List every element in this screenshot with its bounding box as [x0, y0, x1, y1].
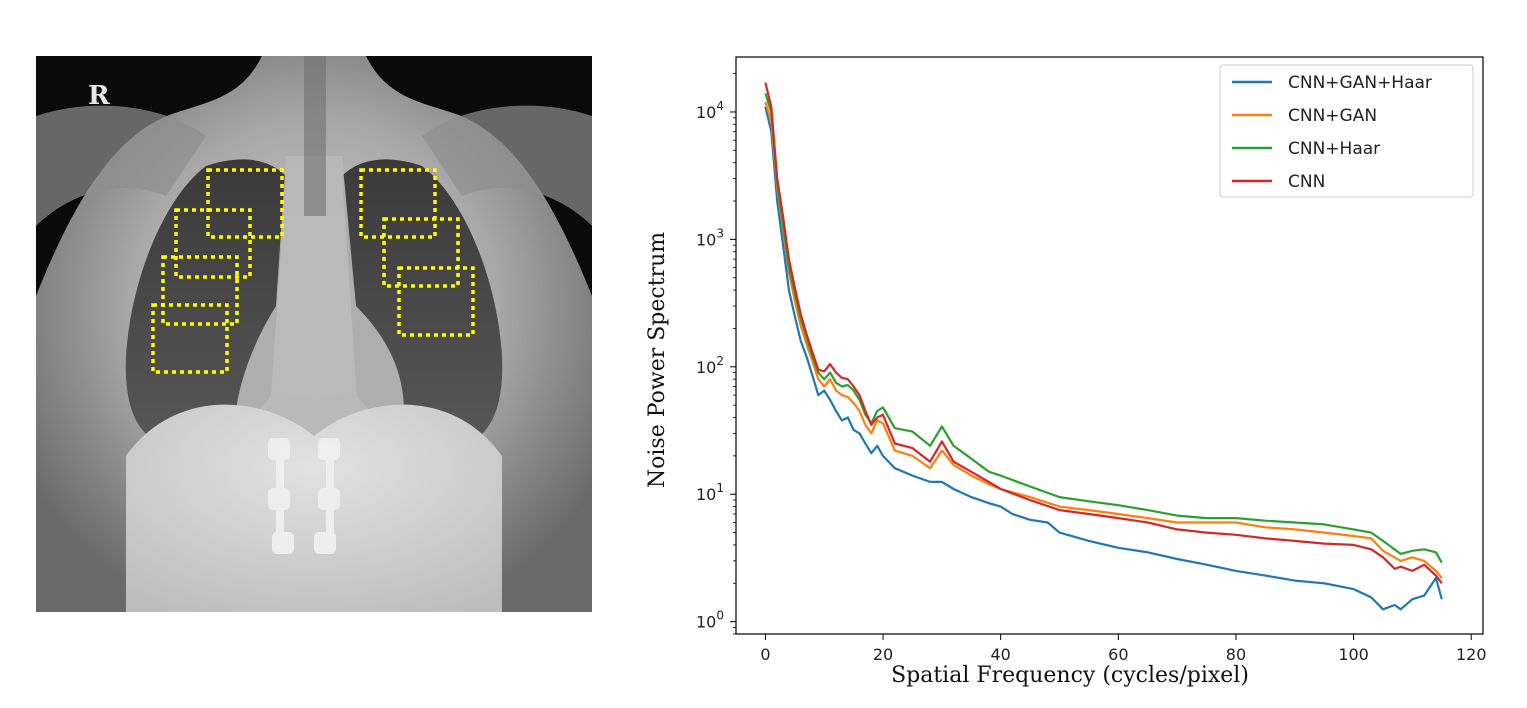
x-tick-label: 0 — [760, 645, 770, 664]
x-axis-title: Spatial Frequency (cycles/pixel) — [891, 663, 1249, 688]
nps-chart: 0 20 40 60 80 100 120 100 101 102 103 104 Spatial … — [645, 56, 1487, 688]
series-line-cnn — [764, 82, 1443, 584]
x-tick-label: 120 — [1456, 645, 1487, 664]
y-tick-label: 100 — [696, 609, 724, 632]
y-tick-label: 101 — [696, 481, 724, 504]
roi-box — [397, 266, 475, 337]
y-axis-title: Noise Power Spectrum — [645, 232, 670, 488]
roi-box — [174, 208, 252, 279]
roi-boxes — [151, 168, 475, 374]
legend: CNN+GAN+Haar CNN+GAN CNN+Haar CNN — [1219, 64, 1474, 198]
y-axis-ticks: 100 101 102 103 104 — [696, 73, 736, 635]
roi-box — [206, 168, 284, 239]
xray-marker-r: R — [88, 81, 110, 111]
legend-box — [1219, 64, 1474, 198]
roi-box — [161, 255, 239, 326]
x-axis-ticks: 0 20 40 60 80 100 120 — [760, 634, 1487, 664]
roi-box — [359, 168, 437, 239]
series-lines — [764, 82, 1443, 611]
roi-box — [151, 303, 229, 374]
y-tick-label: 104 — [696, 99, 724, 122]
chest-xray-image: R — [36, 56, 592, 612]
series-line-cnn-haar — [764, 92, 1443, 564]
plot-frame — [735, 56, 1484, 635]
series-line-cnn-gan — [764, 101, 1443, 579]
series-line-cnn-gan-haar — [764, 106, 1443, 611]
x-tick-label: 80 — [1226, 645, 1246, 664]
legend-label: CNN+Haar — [1288, 139, 1380, 159]
legend-label: CNN+GAN — [1288, 106, 1377, 126]
x-tick-label: 20 — [873, 645, 893, 664]
legend-label: CNN — [1288, 172, 1325, 192]
x-tick-label: 100 — [1338, 645, 1369, 664]
roi-box — [382, 217, 460, 288]
y-tick-label: 102 — [696, 354, 724, 377]
x-tick-label: 40 — [991, 645, 1011, 664]
y-tick-label: 103 — [696, 226, 724, 249]
x-tick-label: 60 — [1108, 645, 1128, 664]
legend-label: CNN+GAN+Haar — [1288, 73, 1432, 93]
